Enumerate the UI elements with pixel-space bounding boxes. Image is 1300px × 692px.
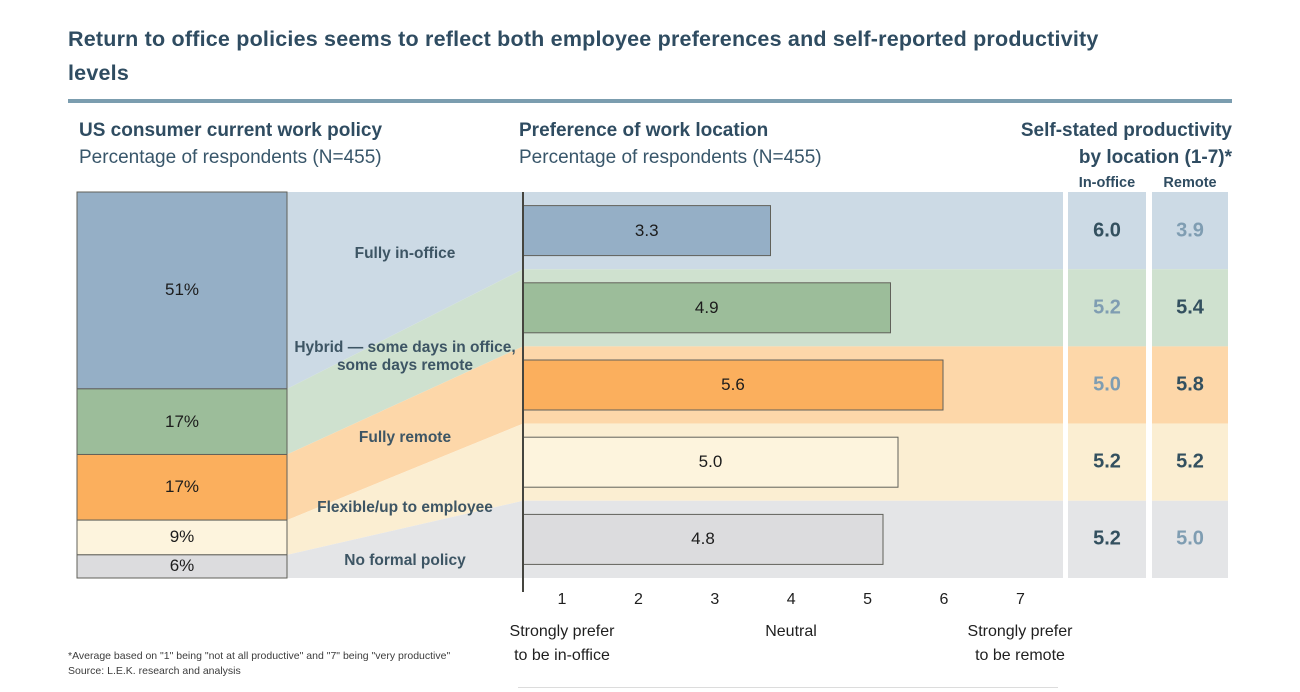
policy-segment	[76, 191, 288, 390]
in-office-cell-bg	[1068, 269, 1146, 347]
title-divider	[68, 99, 1232, 103]
policy-header-subtitle: Percentage of respondents (N=455)	[79, 147, 382, 168]
in-office-cell-bg	[1068, 192, 1146, 270]
preference-bar	[522, 282, 891, 334]
remote-cell-bg	[1152, 500, 1228, 578]
preference-bar-value: 4.8	[691, 529, 715, 549]
bottom-divider	[518, 687, 1058, 688]
policy-segment	[76, 453, 288, 521]
category-label: No formal policy	[344, 552, 466, 569]
axis-tick-7: 7	[1015, 591, 1025, 608]
remote-value: 5.8	[1176, 373, 1204, 396]
section-header-policy: US consumer current work policy Percenta…	[79, 117, 382, 171]
productivity-header-line1: Self-stated productivity	[1020, 120, 1232, 141]
remote-value: 5.0	[1176, 527, 1204, 550]
section-header-preference: Preference of work location Percentage o…	[519, 117, 822, 171]
remote-value: 3.9	[1176, 219, 1204, 242]
remote-cell-bg	[1152, 423, 1228, 501]
column-header-remote: Remote	[1163, 175, 1217, 191]
in-office-cell-bg	[1068, 346, 1146, 424]
policy-segment	[76, 519, 288, 556]
remote-value: 5.4	[1176, 296, 1204, 319]
axis-tick-6: 6	[939, 591, 949, 608]
footnote-average-note: *Average based on "1" being "not at all …	[68, 650, 451, 662]
policy-segment-value: 17%	[164, 477, 200, 497]
column-header-in-office: In-office	[1078, 175, 1136, 191]
remote-cell-bg	[1152, 269, 1228, 347]
axis-tick-2: 2	[633, 591, 643, 608]
preference-bar	[522, 513, 884, 565]
axis-caption-neutral: Neutral	[765, 623, 817, 640]
preference-header-subtitle: Percentage of respondents (N=455)	[519, 147, 822, 168]
flow-band	[287, 192, 1063, 389]
axis-caption-in-office: Strongly prefer to be in-office	[509, 623, 615, 664]
preference-header-title: Preference of work location	[519, 120, 769, 141]
axis-tick-4: 4	[786, 591, 796, 608]
preference-bar-value: 4.9	[694, 297, 719, 317]
category-label: Hybrid — some days in office, some days …	[294, 339, 516, 374]
in-office-value: 5.2	[1093, 450, 1121, 473]
in-office-value: 6.0	[1093, 219, 1121, 242]
preference-bar	[522, 436, 899, 488]
section-header-productivity: Self-stated productivity by location (1-…	[1021, 117, 1232, 171]
preference-bar-value: 5.0	[698, 452, 723, 472]
in-office-value: 5.0	[1093, 373, 1121, 396]
axis-tick-5: 5	[863, 591, 873, 608]
page-title: Return to office policies seems to refle…	[68, 27, 1099, 85]
preference-bar	[522, 205, 771, 257]
axis-tick-3: 3	[710, 591, 720, 608]
remote-cell-bg	[1152, 192, 1228, 270]
category-label: Fully remote	[358, 429, 452, 446]
in-office-cell-bg	[1068, 423, 1146, 501]
policy-segment-value: 17%	[164, 411, 200, 431]
preference-bar-value: 3.3	[634, 220, 659, 240]
policy-segment	[76, 554, 288, 579]
footnote-block: *Average based on "1" being "not at all …	[68, 649, 450, 679]
axis-tick-1: 1	[557, 591, 567, 608]
policy-segment-value: 51%	[164, 280, 200, 300]
footnote-source: Source: L.E.K. research and analysis	[68, 665, 241, 677]
in-office-value: 5.2	[1093, 527, 1121, 550]
in-office-cell-bg	[1068, 500, 1146, 578]
preference-bar-value: 5.6	[721, 375, 745, 394]
in-office-value: 5.2	[1093, 296, 1121, 319]
category-label: Fully in-office	[354, 245, 456, 262]
remote-value: 5.2	[1176, 450, 1204, 473]
policy-segment-value: 6%	[169, 556, 195, 576]
remote-cell-bg	[1152, 346, 1228, 424]
policy-segment-value: 9%	[169, 527, 195, 547]
axis-caption-remote: Strongly prefer to be remote	[967, 623, 1073, 664]
productivity-header-line2: by location (1-7)*	[1078, 147, 1232, 168]
policy-header-title: US consumer current work policy	[79, 120, 383, 141]
category-label: Flexible/up to employee	[317, 499, 493, 516]
